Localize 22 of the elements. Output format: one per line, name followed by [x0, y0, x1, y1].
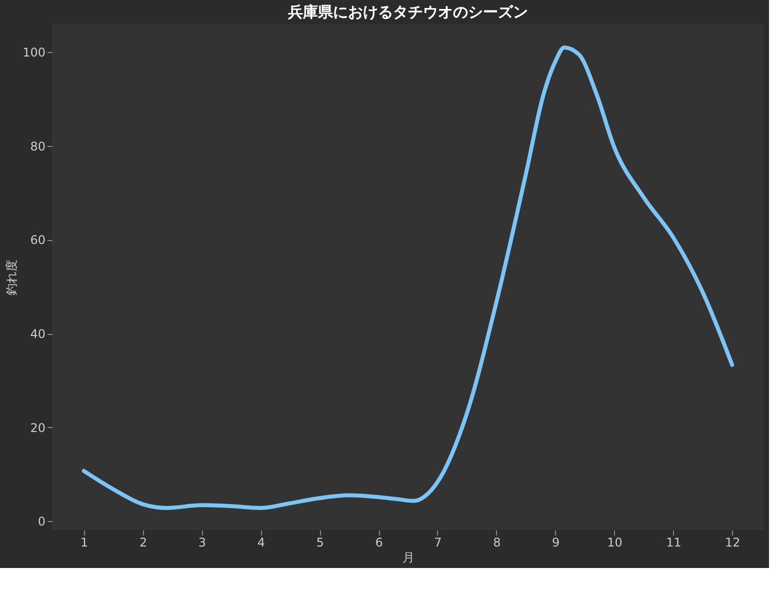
y-tick-label: 40	[30, 327, 46, 342]
chart-title: 兵庫県におけるタチウオのシーズン	[287, 3, 528, 21]
x-tick-label: 11	[666, 536, 682, 550]
x-tick-label: 8	[493, 536, 501, 550]
x-tick-label: 3	[198, 536, 206, 550]
y-axis-title: 釣れ度	[4, 260, 19, 296]
x-tick-label: 4	[257, 536, 265, 550]
x-tick-label: 1	[80, 536, 88, 550]
y-tick-label: 60	[30, 233, 46, 248]
x-tick-label: 6	[375, 536, 383, 550]
y-tick-label: 0	[38, 514, 46, 529]
x-tick-label: 5	[316, 536, 324, 550]
x-axis-title: 月	[402, 550, 414, 564]
x-tick-label: 2	[139, 536, 148, 550]
x-tick-label: 10	[607, 536, 622, 550]
x-tick-label: 12	[725, 536, 740, 550]
y-tick-label: 100	[22, 46, 46, 60]
line-series	[82, 45, 734, 510]
x-tick-label: 7	[434, 536, 442, 550]
y-tick-label: 20	[30, 420, 46, 435]
x-tick-label: 9	[552, 536, 560, 550]
y-tick-label: 80	[30, 139, 46, 154]
